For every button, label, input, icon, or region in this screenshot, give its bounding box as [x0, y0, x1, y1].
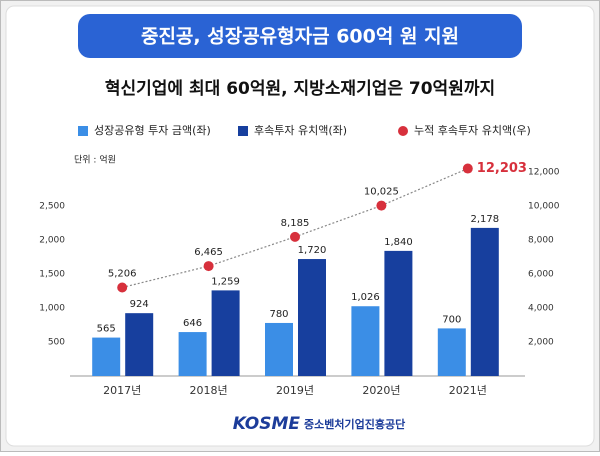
x-tick-label: 2017년: [103, 384, 141, 397]
unit-label: 단위 : 억원: [74, 154, 116, 166]
bar: [384, 250, 413, 376]
data-label: 2,178: [470, 214, 499, 225]
data-label: 1,840: [384, 237, 413, 248]
bar: [178, 332, 207, 376]
data-label: 10,025: [364, 187, 399, 198]
y-tick-label: 2,000: [528, 338, 554, 348]
logo: KOSME: [233, 414, 301, 434]
chart-title: 중진공, 성장공유형자금 600억 원 지원: [141, 26, 459, 48]
y-tick-label: 10,000: [528, 202, 560, 212]
x-tick-label: 2020년: [362, 384, 400, 397]
x-tick-label: 2019년: [276, 384, 314, 397]
data-label: 565: [97, 324, 116, 335]
y-tick-label: 6,000: [528, 270, 554, 280]
bar: [125, 313, 154, 376]
bar: [265, 322, 293, 376]
legend-swatch: [238, 126, 248, 136]
legend-swatch: [78, 126, 88, 136]
y-tick-label: 500: [48, 338, 65, 348]
y-tick-label: 4,000: [528, 304, 554, 314]
y-tick-label: 1,000: [39, 304, 65, 314]
chart-subtitle: 혁신기업에 최대 60억원, 지방소재기업은 70억원까지: [105, 78, 495, 99]
line-point: [290, 231, 300, 242]
data-label: 1,259: [211, 276, 240, 287]
data-label: 6,465: [194, 247, 223, 258]
title-banner: [78, 14, 522, 58]
line-point: [203, 261, 214, 272]
y-tick-label: 2,500: [39, 202, 65, 212]
bar: [351, 306, 380, 376]
bar: [470, 227, 499, 376]
org-name: 중소벤처기업진흥공단: [304, 417, 405, 431]
data-label: 780: [269, 309, 288, 320]
line-point: [376, 200, 387, 211]
x-tick-label: 2021년: [449, 384, 487, 397]
data-label: 700: [442, 314, 461, 325]
data-label: 5,206: [108, 268, 137, 279]
data-label: 12,203: [477, 161, 527, 176]
data-label: 646: [183, 318, 202, 329]
y-tick-label: 12,000: [528, 168, 560, 178]
bar: [211, 290, 240, 376]
x-tick-label: 2018년: [190, 384, 228, 397]
bar: [92, 337, 121, 376]
line-point: [462, 163, 473, 174]
bar: [437, 328, 466, 376]
data-label: 1,026: [351, 292, 380, 303]
legend-swatch: [398, 126, 408, 136]
bar: [298, 259, 326, 376]
legend-label: 후속투자 유치액(좌): [254, 124, 347, 137]
y-tick-label: 2,000: [39, 236, 65, 246]
line-point: [117, 282, 128, 293]
legend-label: 성장공유형 투자 금액(좌): [94, 124, 211, 137]
data-label: 924: [130, 299, 149, 310]
y-tick-label: 8,000: [528, 236, 554, 246]
data-label: 8,185: [281, 218, 310, 229]
data-label: 1,720: [298, 245, 327, 256]
legend-label: 누적 후속투자 유치액(우): [414, 124, 531, 137]
y-tick-label: 1,500: [39, 270, 65, 280]
